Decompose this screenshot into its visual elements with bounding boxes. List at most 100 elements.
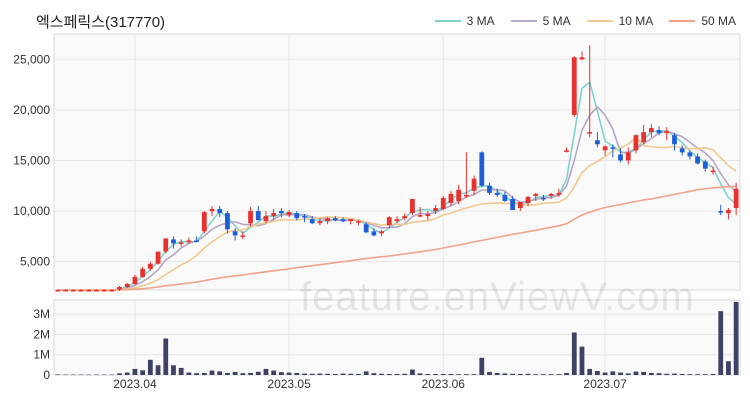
candle-up — [571, 57, 577, 115]
candle-up — [55, 290, 61, 292]
volume-bar — [618, 372, 623, 375]
volume-bar — [479, 357, 485, 375]
chart-legend: 3 MA 5 MA 10 MA 50 MA — [434, 14, 736, 28]
volume-bar — [410, 369, 415, 375]
legend-item-ma50[interactable]: 50 MA — [669, 14, 736, 28]
candle-up — [664, 131, 670, 134]
volume-bar — [494, 372, 500, 375]
volume-bar — [433, 373, 438, 375]
candle-up — [517, 201, 523, 209]
y-tick-label: 10,000 — [13, 204, 50, 218]
candle-up — [625, 152, 631, 161]
volume-bar — [240, 373, 246, 375]
candle-up — [109, 290, 115, 292]
candle-up — [240, 235, 246, 237]
candle-up — [710, 170, 716, 173]
volume-bar — [726, 361, 731, 375]
candle-down — [656, 130, 662, 134]
volume-bar — [70, 374, 76, 376]
candle-up — [440, 197, 446, 210]
volume-bar — [117, 373, 122, 375]
volume-bar — [294, 372, 300, 375]
candle-down — [487, 185, 492, 193]
legend-item-ma5[interactable]: 5 MA — [510, 14, 571, 28]
volume-bar — [656, 373, 662, 375]
candle-up — [263, 216, 269, 222]
candle-up — [94, 290, 99, 292]
y-tick-label: 15,000 — [13, 153, 50, 167]
volume-bar — [525, 373, 531, 375]
candle-up — [425, 214, 431, 217]
candle-up — [448, 193, 454, 203]
legend-label-ma10: 10 MA — [618, 14, 654, 28]
candle-up — [63, 290, 68, 292]
candle-down — [302, 216, 307, 218]
volume-bar — [209, 370, 215, 375]
volume-bar — [718, 311, 724, 375]
volume-bar — [109, 374, 115, 376]
candle-up — [186, 240, 192, 242]
candle-down — [278, 211, 284, 214]
volume-bar — [379, 373, 384, 375]
y-tick-label: 5,000 — [20, 255, 50, 269]
volume-bar — [263, 368, 269, 375]
volume-bar — [86, 374, 92, 376]
candle-up — [394, 219, 400, 222]
candle-up — [201, 212, 207, 232]
volume-bar — [417, 373, 423, 375]
volume-bar — [556, 374, 562, 375]
candle-down — [217, 209, 223, 214]
volume-bar — [402, 373, 408, 375]
series-line-ma10 — [57, 136, 737, 291]
volume-bar — [679, 373, 685, 375]
volume-bar — [348, 373, 354, 375]
candle-down — [679, 148, 685, 153]
candle-up — [356, 221, 361, 223]
candle-up — [117, 286, 122, 290]
volume-bar — [201, 372, 207, 375]
candle-up — [733, 188, 739, 209]
candle-up — [525, 196, 531, 203]
volume-bar — [394, 373, 400, 375]
volume-bar — [625, 373, 631, 375]
volume-bar — [101, 374, 107, 376]
legend-item-ma3[interactable]: 3 MA — [434, 14, 495, 28]
candle-down — [363, 224, 369, 233]
volume-bar — [78, 374, 84, 376]
volume-bar — [309, 373, 315, 375]
series-line-ma5 — [57, 105, 737, 291]
volume-bar — [548, 374, 554, 375]
volume-bar — [595, 370, 600, 375]
legend-swatch-ma5 — [510, 20, 537, 22]
volume-bar — [371, 373, 377, 375]
y-tick-label: 25,000 — [13, 52, 50, 66]
candle-up — [587, 132, 593, 134]
candle-up — [147, 263, 153, 269]
volume-bar — [356, 373, 361, 375]
candle-up — [325, 218, 331, 222]
candle-up — [402, 216, 408, 219]
chart-title: 엑스페릭스(317770) — [36, 14, 166, 31]
volume-bar — [448, 373, 454, 375]
volume-tick-label: 3M — [33, 307, 50, 321]
volume-bar — [571, 332, 577, 375]
watermark: feature.enViewV.com — [300, 275, 695, 319]
volume-bar — [533, 374, 539, 375]
volume-bar — [163, 338, 169, 375]
candle-up — [70, 290, 76, 292]
volume-bar — [564, 372, 569, 375]
volume-bar — [186, 372, 192, 375]
candle-up — [386, 217, 392, 226]
volume-bar — [155, 365, 161, 375]
candle-up — [633, 135, 639, 151]
volume-bar — [471, 374, 477, 375]
volume-bar — [271, 370, 277, 375]
candle-up — [410, 198, 415, 214]
volume-bar — [641, 371, 647, 375]
volume-bar — [702, 374, 708, 375]
volume-bar — [517, 373, 523, 375]
volume-tick-label: 1M — [33, 348, 50, 362]
x-tick-label: 2023.06 — [422, 377, 466, 391]
legend-item-ma10[interactable]: 10 MA — [586, 14, 654, 28]
candle-up — [726, 210, 731, 214]
